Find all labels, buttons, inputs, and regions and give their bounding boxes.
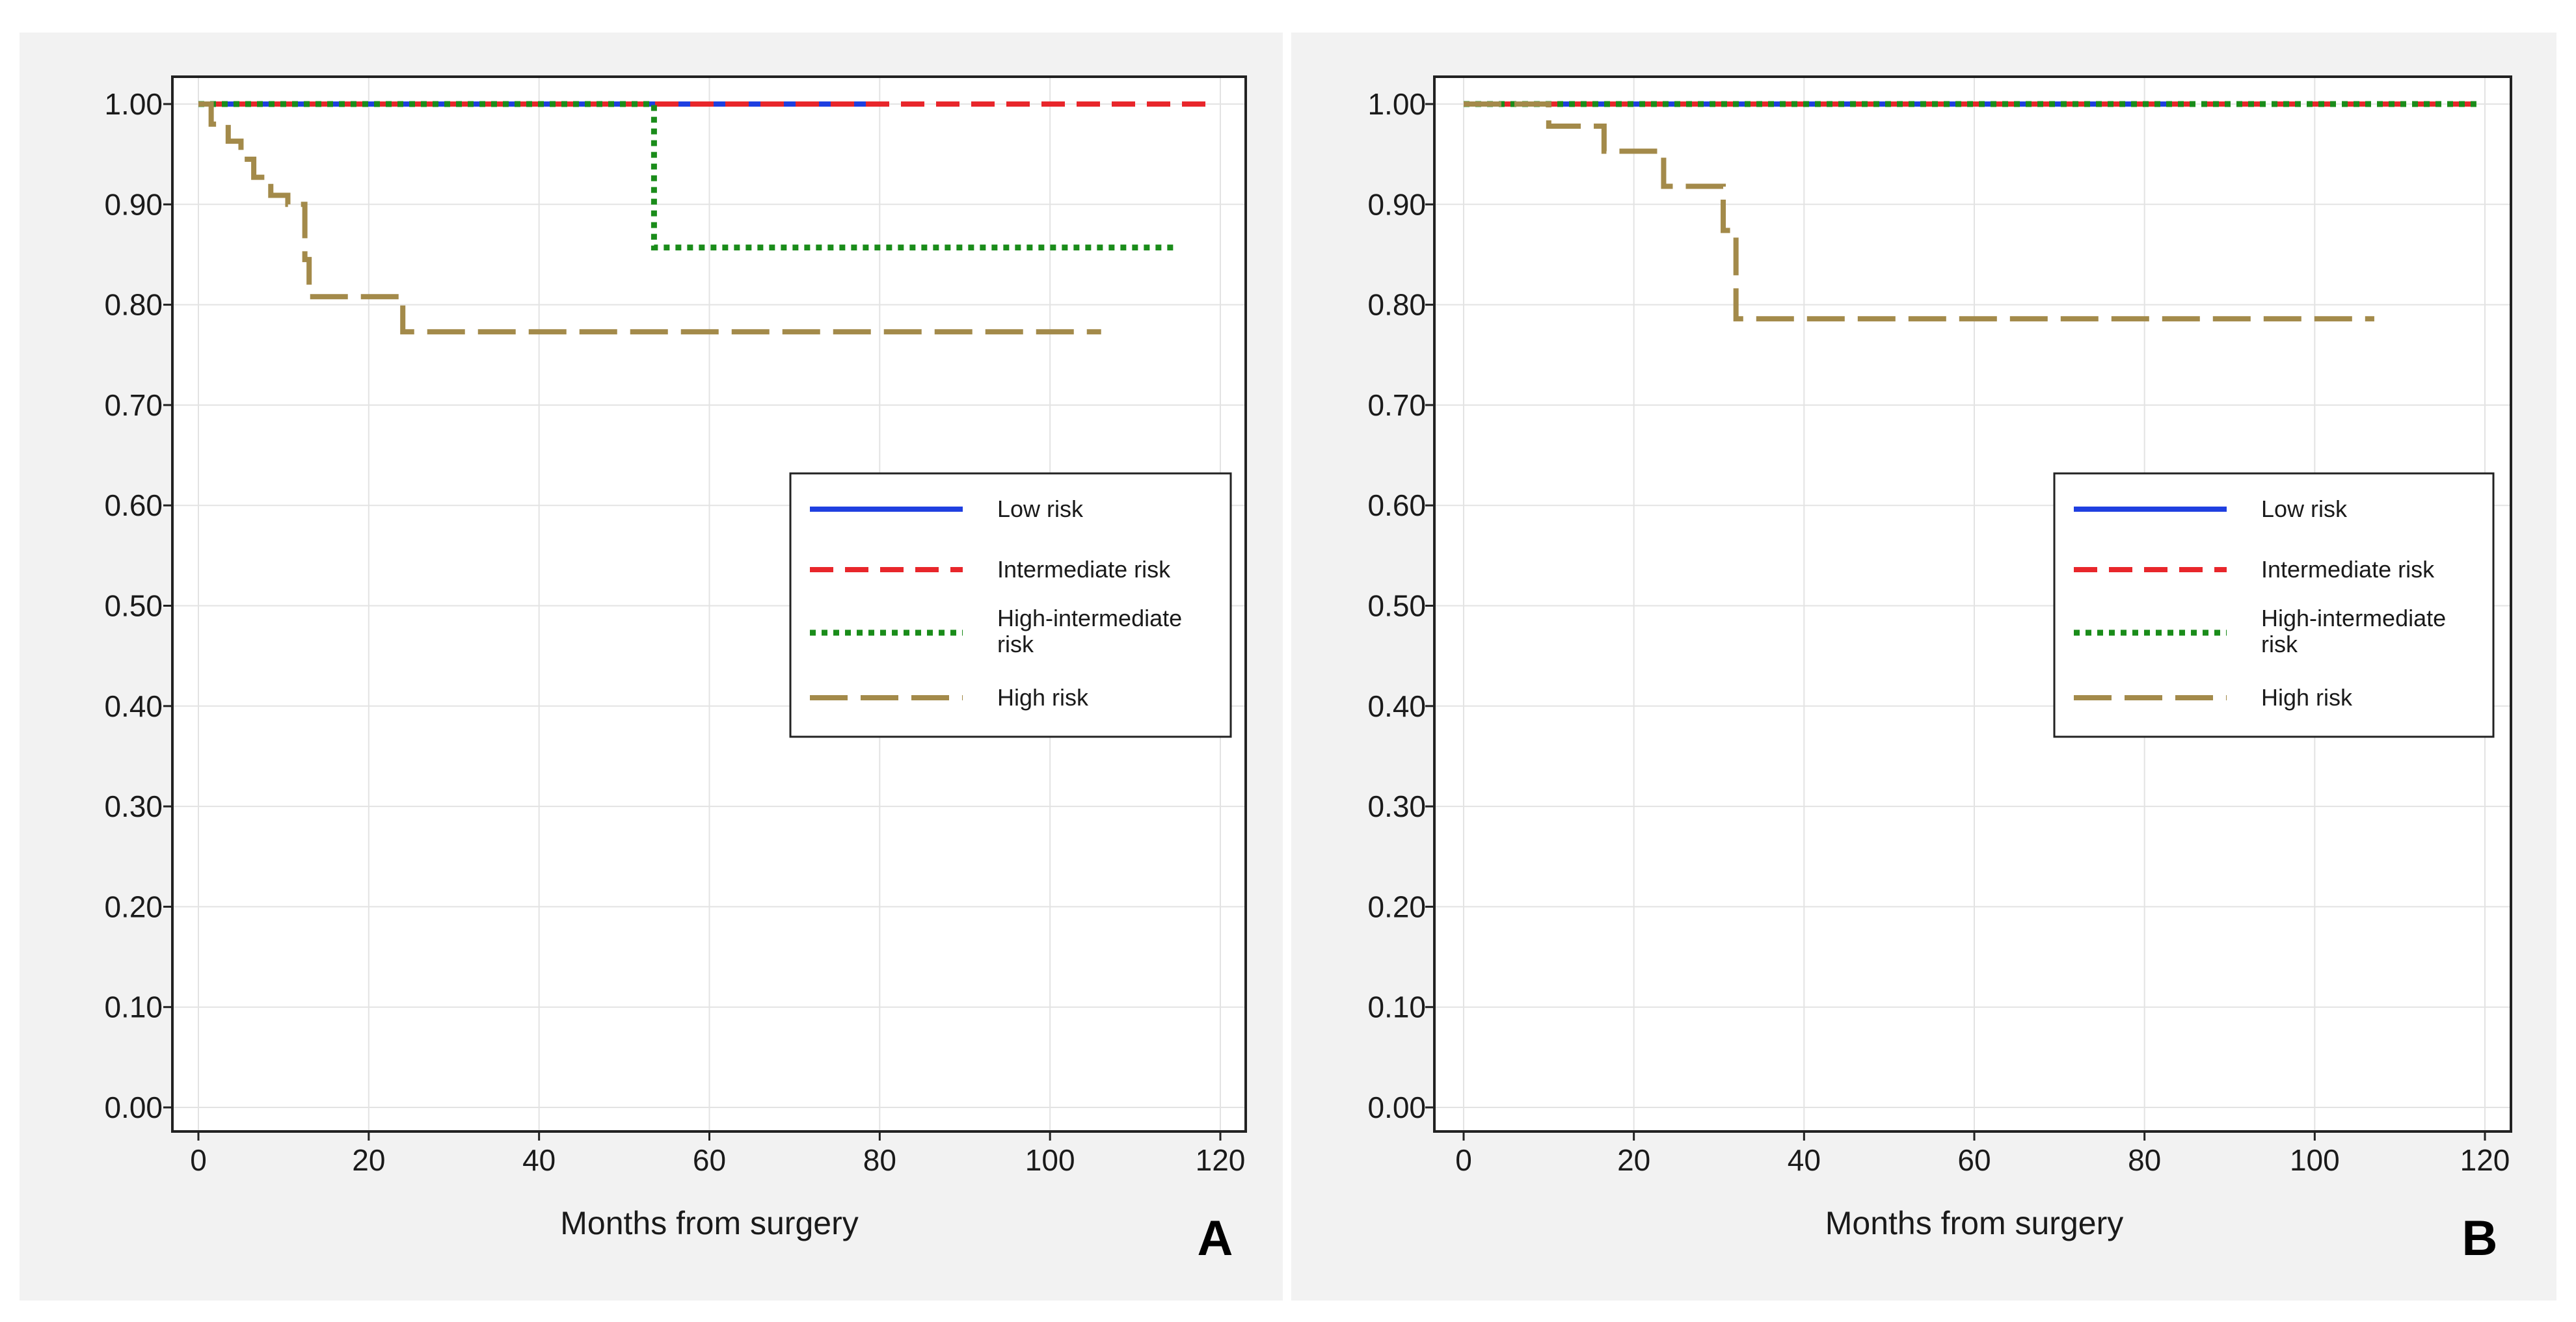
x-tick-label: 0 [190,1143,207,1177]
panel-label: A [1198,1211,1233,1266]
y-tick-label: 1.00 [104,87,163,121]
y-tick-label: 0.10 [104,990,163,1024]
series-line-high-risk [198,101,1101,335]
x-tick-label: 80 [863,1143,896,1177]
y-tick-label: 0.60 [1367,488,1426,522]
x-axis-title: Months from surgery [560,1205,858,1241]
y-tick-label: 0.10 [1367,990,1426,1024]
legend-label: High risk [2261,684,2353,711]
series-line-high-risk [1464,101,2374,322]
y-tick-label: 0.50 [104,589,163,623]
panel-a: 0 20 40 60 80 100 120 0.00 0.10 0.20 0.30 0.40 0.50 0… [104,75,1247,1266]
plot-frame [1433,75,2512,1133]
panel-b: 0 20 40 60 80 100 120 0.00 0.10 0.20 0.30 0.40 0.50 0… [1367,75,2512,1266]
plot-frame [171,75,1247,1133]
y-tick-label: 0.90 [104,187,163,221]
legend-label: High risk [997,684,1089,711]
legend-label: High-intermediate [997,605,1182,631]
y-tick-label: 0.00 [1367,1091,1426,1124]
x-tick-label: 0 [1455,1143,1472,1177]
legend-label: Low risk [2261,496,2348,522]
x-tick-label: 20 [352,1143,385,1177]
legend-label: Low risk [997,496,1084,522]
y-tick-label: 0.90 [1367,187,1426,221]
legend-label: Intermediate risk [997,556,1171,583]
y-tick-label: 0.60 [104,488,163,522]
y-tick-label: 0.80 [104,288,163,322]
x-tick-label: 60 [693,1143,726,1177]
y-tick-label: 0.40 [1367,689,1426,723]
legend-box [2053,472,2495,738]
x-tick-label: 40 [1788,1143,1821,1177]
legend-label: Intermediate risk [2261,556,2435,583]
x-tick-label: 100 [1025,1143,1075,1177]
legend-box [789,472,1232,738]
legend: Low risk Intermediate risk High-intermedia… [789,472,1232,738]
x-tick-label: 80 [2128,1143,2161,1177]
y-tick-label: 0.00 [104,1091,163,1124]
x-tick-label: 100 [2290,1143,2340,1177]
y-tick-label: 0.70 [1367,388,1426,422]
x-axis-title: Months from surgery [1825,1205,2123,1241]
y-tick-label: 0.20 [1367,890,1426,923]
legend-label: risk [997,631,1034,657]
legend-label: High-intermediate [2261,605,2446,631]
y-tick-label: 0.30 [1367,789,1426,823]
x-tick-label: 120 [2460,1143,2510,1177]
y-tick-label: 0.30 [104,789,163,823]
y-tick-label: 0.50 [1367,589,1426,623]
x-tick-label: 120 [1196,1143,1246,1177]
y-tick-label: 0.70 [104,388,163,422]
x-tick-label: 40 [522,1143,556,1177]
series-line-high-intermediate-risk [198,101,1178,251]
y-tick-label: 0.40 [104,689,163,723]
y-tick-label: 1.00 [1367,87,1426,121]
legend: Low risk Intermediate risk High-intermedia… [2053,472,2495,738]
x-tick-label: 20 [1617,1143,1650,1177]
x-tick-label: 60 [1957,1143,1991,1177]
y-tick-label: 0.20 [104,890,163,923]
legend-label: risk [2261,631,2298,657]
panel-label: B [2462,1211,2498,1266]
y-tick-label: 0.80 [1367,288,1426,322]
